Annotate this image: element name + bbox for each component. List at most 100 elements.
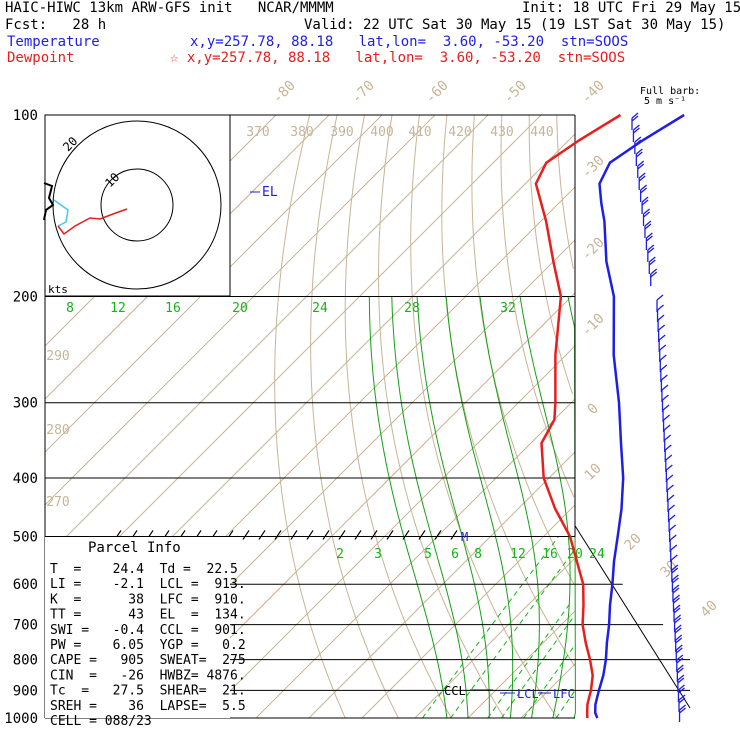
wind-barb-flag bbox=[678, 694, 686, 701]
theta-label: 430 bbox=[490, 125, 513, 140]
wind-barb-flag bbox=[671, 577, 679, 584]
wind-barb-flag bbox=[663, 424, 671, 431]
wind-barb-flag bbox=[658, 324, 666, 331]
mixing-ratio-label: 2 bbox=[336, 547, 344, 562]
wind-barb-flag bbox=[647, 247, 655, 254]
parcel-row: SWI = -0.4 CCL = 901. bbox=[50, 623, 246, 638]
dry-adiabat-lines bbox=[274, 114, 576, 719]
wind-barb-flag bbox=[631, 115, 639, 122]
melting-level-label: M bbox=[461, 530, 468, 544]
parcel-title: Parcel Info bbox=[88, 540, 181, 556]
mixing-ratio-label: 24 bbox=[312, 301, 328, 316]
wind-barb-flag bbox=[666, 474, 674, 481]
header-forecast-hour: Fcst: 28 h bbox=[5, 17, 107, 33]
theta-label: 290 bbox=[46, 349, 69, 364]
wind-barb-flag bbox=[645, 235, 653, 242]
parcel-row: CAPE = 905 SWEAT= 275 bbox=[50, 653, 246, 668]
parcel-panel-bg bbox=[45, 537, 230, 718]
mixing-ratio-label: 20 bbox=[232, 301, 248, 316]
mixing-ratio-label: 12 bbox=[110, 301, 126, 316]
pressure-label: 900 bbox=[13, 683, 38, 699]
hodograph-trace-upper bbox=[43, 182, 55, 221]
wind-barb-flag bbox=[675, 644, 683, 651]
parcel-row: LI = -2.1 LCL = 913. bbox=[50, 577, 246, 592]
wind-barb-flag bbox=[650, 271, 658, 278]
wind-barb-flag bbox=[675, 634, 683, 641]
theta-label: 390 bbox=[330, 125, 353, 140]
temperature-trace bbox=[593, 113, 685, 719]
wind-barb-flag bbox=[659, 344, 667, 351]
wind-barb-flag bbox=[672, 587, 680, 594]
pressure-label: 700 bbox=[13, 618, 38, 634]
theta-label: 280 bbox=[46, 423, 69, 438]
parcel-row: TT = 43 EL = 134. bbox=[50, 608, 246, 623]
wind-barb-flag bbox=[644, 220, 652, 227]
dry-adiabat-line bbox=[500, 114, 575, 498]
mixing-ratio-line bbox=[555, 690, 576, 719]
hatch-mark bbox=[274, 530, 282, 540]
pressure-label: 200 bbox=[13, 290, 38, 306]
wind-barb-flag bbox=[663, 414, 671, 421]
wind-barb-flag bbox=[675, 647, 683, 654]
isotherm-line bbox=[414, 557, 576, 719]
moist-adiabat-line bbox=[391, 296, 469, 719]
wind-barb-flag bbox=[648, 256, 656, 263]
wind-barb-flag bbox=[671, 564, 679, 571]
wind-barb-flag bbox=[669, 534, 677, 541]
parcel-row: Tc = 27.5 SHEAR= 21. bbox=[50, 684, 246, 699]
mixing-ratio-line bbox=[501, 616, 574, 719]
wind-barb-flag bbox=[656, 294, 664, 301]
moist-adiabat-line bbox=[519, 296, 571, 719]
hatch-mark bbox=[386, 530, 394, 540]
wind-barb-flag bbox=[669, 524, 677, 531]
parcel-row: CIN = -26 HWBZ= 4876. bbox=[50, 668, 246, 683]
isotherm-label: -60 bbox=[423, 78, 452, 107]
hatch-mark bbox=[370, 530, 378, 540]
isotherm-label: -50 bbox=[501, 78, 530, 107]
pressure-label: 100 bbox=[13, 108, 38, 124]
parcel-info-panel: Parcel Info T = 24.4 Td = 22.5LI = -2.1 L… bbox=[45, 537, 246, 729]
wind-barb-flag bbox=[673, 604, 681, 611]
header-valid: Valid: 22 UTC Sat 30 May 15 (19 LST Sat … bbox=[304, 17, 726, 33]
wind-barb-flag bbox=[668, 504, 675, 511]
parcel-row: CELL = 088/23 bbox=[50, 714, 152, 729]
isotherm-label: 40 bbox=[698, 598, 721, 621]
pressure-label: 300 bbox=[13, 396, 38, 412]
wind-barb-flag bbox=[635, 151, 643, 158]
hatch-mark bbox=[402, 530, 410, 540]
theta-label: 400 bbox=[370, 125, 393, 140]
isotherm-line bbox=[202, 345, 576, 719]
wind-barb-flag bbox=[659, 354, 667, 361]
isotherm-label: 20 bbox=[622, 531, 645, 554]
wind-barb-flag bbox=[635, 148, 643, 155]
wind-barb-flag bbox=[645, 232, 653, 239]
moist-adiabat-line bbox=[479, 296, 540, 719]
mixing-ratio-line bbox=[450, 556, 571, 719]
isotherm-line bbox=[44, 114, 489, 559]
header-title: HAIC-HIWC 13km ARW-GFS init NCAR/MMMM bbox=[5, 0, 334, 16]
isotherm-line bbox=[308, 451, 576, 719]
wind-barb-flag bbox=[633, 127, 640, 134]
barb-key-title: Full barb: bbox=[640, 86, 701, 97]
wind-barb-flag bbox=[650, 268, 658, 275]
wind-barb-flag bbox=[640, 187, 648, 194]
wind-barb-flag bbox=[657, 304, 664, 311]
wind-barb-flag bbox=[641, 199, 649, 206]
hatch-mark bbox=[306, 530, 314, 540]
hodograph-units: kts bbox=[48, 283, 68, 296]
wind-barb-flag bbox=[676, 664, 684, 671]
wind-barb-flag bbox=[631, 112, 639, 119]
hodograph-trace-mid bbox=[53, 199, 69, 227]
wind-barb-flag bbox=[670, 544, 678, 551]
wind-barb-flag bbox=[665, 464, 673, 471]
lfc-label: LFC bbox=[553, 687, 575, 701]
mixing-ratio-label: 12 bbox=[510, 547, 526, 562]
pressure-label: 600 bbox=[13, 577, 38, 593]
barb-key-units: 5 m s⁻¹ bbox=[644, 96, 687, 107]
wind-barb-flag bbox=[674, 624, 682, 631]
dry-adiabat-line bbox=[556, 114, 574, 269]
hodograph-trace-low bbox=[57, 208, 128, 236]
isotherm-line bbox=[255, 398, 576, 719]
isotherm-line bbox=[44, 114, 542, 612]
